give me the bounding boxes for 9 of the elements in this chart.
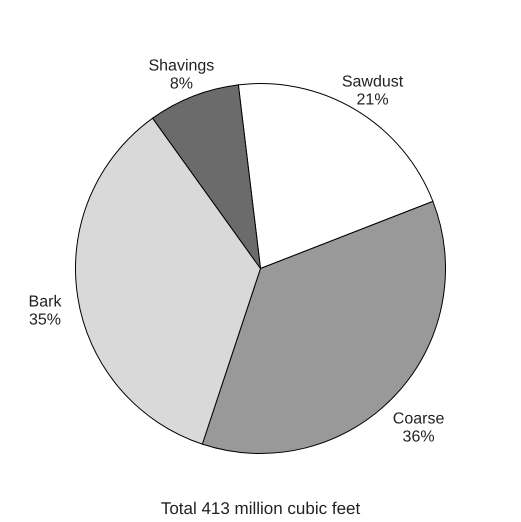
slice-label: Shavings xyxy=(148,57,214,74)
data-label: 8% xyxy=(170,75,193,92)
data-label: 35% xyxy=(28,311,62,328)
data-label: 36% xyxy=(402,428,435,446)
slice-label: Bark xyxy=(28,293,62,310)
slice-label: Coarse xyxy=(392,410,444,428)
data-label: 21% xyxy=(356,91,389,108)
slice-label: Sawdust xyxy=(342,73,404,90)
text: Total 413 million cubic feet xyxy=(160,499,360,518)
